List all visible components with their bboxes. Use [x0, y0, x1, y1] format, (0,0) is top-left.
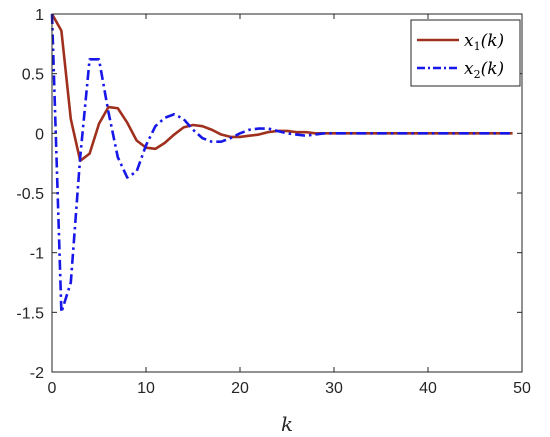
- y-tick-label: 0.5: [22, 67, 44, 84]
- series-line-2: [50, 13, 513, 314]
- y-tick-label: -1.5: [16, 305, 44, 322]
- x-tick-label: 0: [48, 380, 57, 397]
- legend-label-2: x2(k): [464, 59, 504, 81]
- x-tick-label: 20: [231, 380, 249, 397]
- x-axis-label: k: [281, 412, 293, 436]
- legend-label-1: x1(k): [464, 31, 504, 53]
- x-tick-label: 10: [137, 380, 155, 397]
- x-tick-label: 40: [419, 380, 437, 397]
- axes-layer: 0 10 20 30 40 50 1 0.5 0 -0.5 -1 -1.5 -2: [16, 7, 531, 397]
- y-tick-label: -0.5: [16, 186, 44, 203]
- y-tick-label: -2: [30, 365, 44, 382]
- x-tick-label: 50: [513, 380, 531, 397]
- legend: x1(k) x2(k): [410, 19, 521, 87]
- y-tick-label: 1: [35, 7, 44, 24]
- x-tick-label: 30: [325, 380, 343, 397]
- y-tick-label: 0: [35, 126, 44, 143]
- series-layer: [50, 13, 513, 314]
- y-tick-label: -1: [30, 246, 44, 263]
- legend-box: [410, 19, 521, 87]
